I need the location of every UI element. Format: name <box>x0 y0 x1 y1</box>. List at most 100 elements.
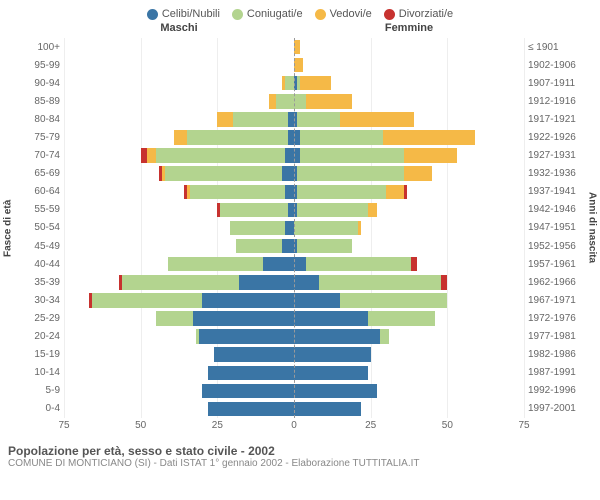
female-bar <box>294 309 524 327</box>
x-ticks: 7550250255075 <box>64 418 524 438</box>
male-bar <box>64 382 294 400</box>
segment-married <box>156 148 285 162</box>
legend-swatch <box>315 9 326 20</box>
segment-single <box>263 257 294 271</box>
legend-item: Celibi/Nubili <box>147 8 220 20</box>
male-bar <box>64 237 294 255</box>
x-tick: 50 <box>135 420 146 431</box>
age-label: 15-19 <box>16 346 60 364</box>
age-labels: 100+95-9990-9485-8980-8475-7970-7465-696… <box>16 38 64 418</box>
segment-married <box>300 148 404 162</box>
male-bar <box>64 346 294 364</box>
female-bar <box>294 38 524 56</box>
year-label: ≤ 1901 <box>528 38 584 56</box>
age-label: 20-24 <box>16 328 60 346</box>
year-label: 1917-1921 <box>528 110 584 128</box>
male-bar <box>64 309 294 327</box>
male-bar <box>64 110 294 128</box>
female-bar <box>294 165 524 183</box>
segment-married <box>190 185 285 199</box>
chart-body: Fasce di età 100+95-9990-9485-8980-8475-… <box>0 38 600 418</box>
segment-widowed <box>383 130 475 144</box>
male-bar <box>64 201 294 219</box>
segment-single <box>285 221 294 235</box>
female-bar <box>294 291 524 309</box>
year-labels: ≤ 19011902-19061907-19111912-19161917-19… <box>524 38 584 418</box>
female-bar <box>294 110 524 128</box>
segment-widowed <box>340 112 414 126</box>
age-label: 100+ <box>16 38 60 56</box>
year-label: 1927-1931 <box>528 147 584 165</box>
legend-item: Vedovi/e <box>315 8 372 20</box>
segment-married <box>285 76 294 90</box>
segment-single <box>294 257 306 271</box>
segment-married <box>300 130 383 144</box>
male-bar <box>64 183 294 201</box>
age-label: 80-84 <box>16 110 60 128</box>
female-bar <box>294 147 524 165</box>
female-bar <box>294 255 524 273</box>
male-bar <box>64 328 294 346</box>
year-label: 1932-1936 <box>528 165 584 183</box>
segment-divorced <box>411 257 417 271</box>
segment-married <box>220 203 287 217</box>
year-label: 1992-1996 <box>528 382 584 400</box>
segment-married <box>92 293 202 307</box>
segment-married <box>297 203 368 217</box>
year-label: 1937-1941 <box>528 183 584 201</box>
legend-label: Coniugati/e <box>247 8 303 20</box>
segment-married <box>368 311 435 325</box>
female-bar <box>294 273 524 291</box>
age-label: 45-49 <box>16 237 60 255</box>
legend-swatch <box>232 9 243 20</box>
segment-single <box>294 329 380 343</box>
segment-married <box>236 239 282 253</box>
segment-widowed <box>294 58 303 72</box>
year-label: 1907-1911 <box>528 74 584 92</box>
segment-single <box>282 166 294 180</box>
female-bar <box>294 328 524 346</box>
female-bar <box>294 364 524 382</box>
female-bar <box>294 400 524 418</box>
segment-single <box>294 366 368 380</box>
female-bar <box>294 92 524 110</box>
x-tick: 75 <box>58 420 69 431</box>
center-line <box>294 38 295 418</box>
year-label: 1982-1986 <box>528 346 584 364</box>
segment-single <box>214 347 294 361</box>
year-label: 1962-1966 <box>528 273 584 291</box>
x-axis: 7550250255075 <box>0 418 600 438</box>
segment-single <box>208 366 294 380</box>
x-tick: 75 <box>518 420 529 431</box>
year-label: 1912-1916 <box>528 92 584 110</box>
bars-area <box>64 38 524 418</box>
segment-married <box>297 112 340 126</box>
legend-label: Divorziati/e <box>399 8 453 20</box>
segment-married <box>230 221 285 235</box>
chart-subtitle: COMUNE DI MONTICIANO (SI) - Dati ISTAT 1… <box>0 458 600 469</box>
age-label: 35-39 <box>16 273 60 291</box>
legend-item: Divorziati/e <box>384 8 453 20</box>
chart-title: Popolazione per età, sesso e stato civil… <box>0 438 600 458</box>
age-label: 10-14 <box>16 364 60 382</box>
female-bar <box>294 201 524 219</box>
age-label: 85-89 <box>16 92 60 110</box>
segment-single <box>199 329 294 343</box>
legend-label: Celibi/Nubili <box>162 8 220 20</box>
male-bar <box>64 219 294 237</box>
male-bar <box>64 56 294 74</box>
male-bar <box>64 364 294 382</box>
age-label: 90-94 <box>16 74 60 92</box>
segment-single <box>285 148 294 162</box>
legend-label: Vedovi/e <box>330 8 372 20</box>
age-label: 25-29 <box>16 309 60 327</box>
female-bar <box>294 346 524 364</box>
year-label: 1902-1906 <box>528 56 584 74</box>
segment-married <box>319 275 442 289</box>
male-bar <box>64 165 294 183</box>
segment-single <box>294 275 319 289</box>
age-label: 0-4 <box>16 400 60 418</box>
age-label: 40-44 <box>16 255 60 273</box>
segment-married <box>294 221 358 235</box>
age-label: 30-34 <box>16 291 60 309</box>
